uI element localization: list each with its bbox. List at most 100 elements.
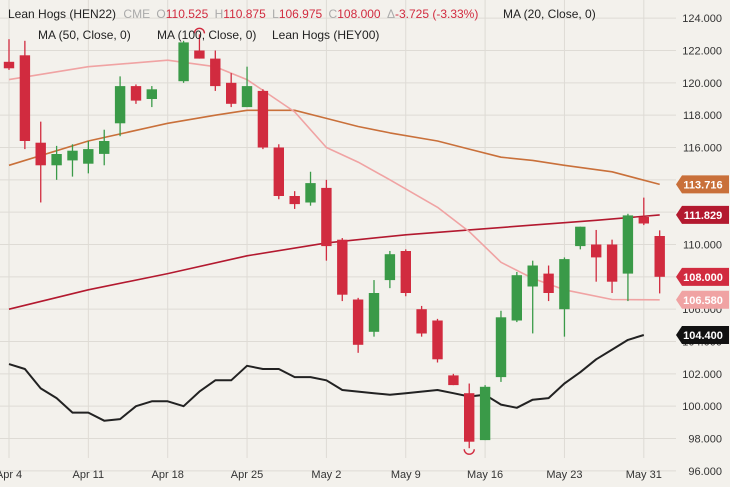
candle-body (35, 142, 46, 166)
candle-body (606, 244, 618, 282)
legend-compare[interactable]: Lean Hogs (HEY00) (272, 28, 379, 42)
candle-body (305, 183, 316, 203)
candle (19, 40, 31, 150)
candle-body (83, 149, 94, 164)
axis-price-tag: 111.829 (676, 205, 729, 224)
candle (622, 213, 634, 302)
high-label: H (215, 7, 224, 21)
candle-body (543, 273, 554, 293)
candle-body (114, 86, 126, 124)
candle (3, 39, 15, 70)
x-tick-label: May 2 (311, 469, 341, 481)
y-tick-label: 118.000 (683, 110, 722, 122)
axis-price-tag-bg (676, 267, 729, 286)
ma100-line (8, 214, 660, 310)
ma50-series (8, 109, 660, 186)
change-label: Δ (387, 7, 395, 21)
candle (352, 297, 364, 353)
candle-body (19, 55, 31, 141)
axis-price-tag: 113.716 (676, 175, 729, 194)
x-tick-label: Apr 11 (73, 469, 105, 481)
axis-price-tag: 104.400 (676, 326, 729, 345)
high-value: 110.875 (223, 7, 266, 21)
candle (257, 89, 269, 150)
candle-body (3, 61, 15, 69)
candle-body (257, 90, 269, 148)
legend: Lean Hogs (HEN22) CME O110.525 H110.875 … (8, 7, 596, 42)
candle (178, 40, 189, 83)
candle (114, 76, 126, 137)
candle (241, 66, 253, 108)
legend-ma100[interactable]: MA (100, Close, 0) (157, 28, 256, 42)
chart-title[interactable]: Lean Hogs (HEN22) (8, 7, 116, 21)
candle (654, 230, 665, 294)
candle (35, 121, 46, 203)
change-value: -3.725 (-3.33%) (395, 7, 478, 21)
candle-body (575, 226, 586, 247)
y-tick-label: 96.000 (688, 466, 722, 478)
y-tick-label: 122.000 (682, 46, 722, 58)
ma100-series (8, 214, 660, 310)
candle-body (591, 244, 602, 258)
y-tick-label: 124.000 (682, 13, 722, 25)
candle (638, 197, 649, 226)
y-tick-label: 116.000 (683, 143, 722, 155)
axis-price-tag-label: 104.400 (683, 330, 723, 342)
axis-price-tag-label: 108.000 (683, 272, 723, 284)
candle (511, 271, 522, 323)
candle (479, 385, 491, 441)
candle-body (495, 317, 507, 378)
candle (146, 86, 157, 108)
candle (321, 179, 332, 261)
candle (289, 191, 300, 209)
candles-series (3, 34, 665, 449)
candle (226, 73, 237, 108)
candle (464, 383, 475, 449)
x-tick-label: May 31 (626, 469, 662, 481)
close-label: C (329, 7, 338, 21)
axis-price-tag-bg (676, 326, 729, 345)
candle-body (337, 239, 348, 295)
axis-price-tag-bg (676, 175, 729, 194)
candle-body (273, 147, 284, 196)
candle (83, 141, 94, 174)
candle (130, 84, 142, 104)
candle-body (448, 375, 459, 386)
candle (210, 50, 221, 91)
candle (448, 373, 459, 386)
legend-ma20[interactable]: MA (20, Close, 0) (503, 7, 596, 21)
x-tick-label: Apr 18 (151, 469, 183, 481)
x-axis: Apr 4 Apr 11 Apr 18 Apr 25 May 2 May 9 May 16 M… (0, 469, 662, 481)
axis-price-tag-label: 111.829 (684, 210, 723, 222)
ma50-line (8, 109, 660, 186)
compare-series (8, 334, 645, 422)
y-tick-label: 120.000 (682, 78, 722, 90)
candle-body (99, 141, 110, 154)
y-tick-label: 102.000 (682, 369, 722, 381)
candle (400, 249, 411, 297)
x-tick-label: May 9 (391, 469, 421, 481)
low-label: L (272, 7, 279, 21)
candle-body (368, 293, 380, 332)
candle (495, 310, 507, 382)
x-tick-label: May 16 (467, 469, 503, 481)
candle (606, 239, 618, 293)
grid-lines (0, 0, 676, 472)
axis-price-tag-label: 113.716 (683, 179, 722, 191)
axis-price-tags: 113.716 111.829 108.000 106.580 104.400 (676, 175, 729, 345)
candle-body (67, 150, 78, 161)
x-tick-label: Apr 4 (0, 469, 22, 481)
axis-price-tag-bg (676, 205, 729, 224)
candle (368, 280, 380, 337)
exchange-label: CME (123, 7, 150, 21)
close-value: 108.000 (337, 7, 381, 21)
candle-body (384, 254, 396, 281)
candle-body (654, 236, 665, 277)
candle-body (479, 386, 491, 441)
candle (337, 238, 348, 302)
candle-body (400, 251, 411, 293)
candle (432, 318, 443, 363)
legend-ma50[interactable]: MA (50, Close, 0) (38, 28, 131, 42)
